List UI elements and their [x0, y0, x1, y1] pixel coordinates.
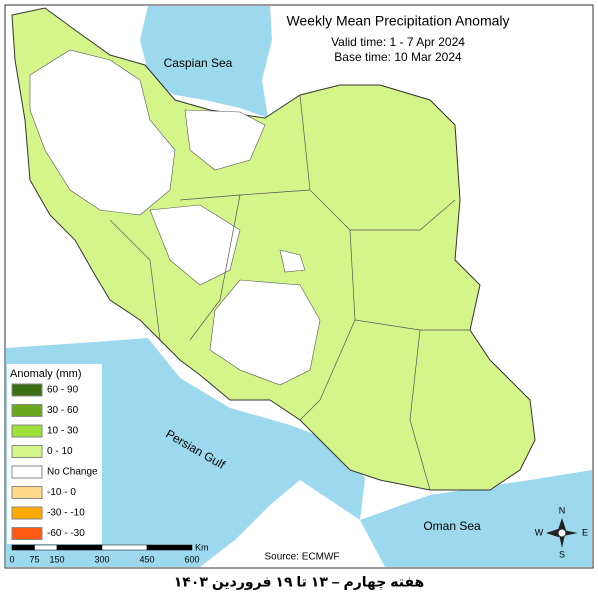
scale-unit: Km	[195, 542, 209, 552]
legend-swatch	[11, 445, 43, 458]
scale-label: 300	[94, 554, 109, 564]
sea-label: Caspian Sea	[164, 56, 233, 70]
scale-label: 75	[29, 554, 39, 564]
legend-swatch	[11, 527, 43, 540]
compass-label: W	[535, 527, 544, 537]
compass-label: N	[559, 505, 566, 515]
legend-label: 0 - 10	[47, 446, 73, 457]
scale-label: 0	[9, 554, 14, 564]
province-borders	[109, 94, 470, 491]
caspian-sea	[140, 6, 272, 118]
legend-swatch	[11, 424, 43, 438]
scale-segment	[56, 544, 103, 551]
compass-label: S	[559, 549, 565, 559]
legend-swatch	[11, 465, 43, 479]
legend-label: No Change	[47, 467, 98, 478]
scale-segment	[34, 544, 58, 551]
legend-label: -30 - -10	[47, 508, 85, 519]
legend-label: -60 - -30	[47, 528, 85, 539]
legend-label: 10 - 30	[47, 426, 79, 437]
oman-sea	[360, 470, 592, 567]
caption: هفته چهارم – ۱۳ تا ۱۹ فروردین ۱۴۰۳	[174, 574, 425, 591]
compass: N E S W	[535, 505, 588, 559]
legend-swatch	[11, 486, 43, 499]
scale-label: 450	[139, 554, 154, 564]
map-title: Weekly Mean Precipitation Anomaly	[286, 13, 509, 29]
legend-swatch	[11, 383, 43, 397]
scale-segment	[11, 544, 35, 551]
scale-label: 150	[49, 554, 64, 564]
legend-label: -10 - 0	[47, 487, 76, 498]
legend-swatch	[11, 404, 43, 417]
valid-time: Valid time: 1 - 7 Apr 2024	[331, 35, 465, 49]
base-time: Base time: 10 Mar 2024	[334, 50, 462, 64]
scale-label: 600	[184, 554, 199, 564]
sea-label: Oman Sea	[423, 519, 481, 533]
scale-segment	[146, 544, 193, 551]
compass-label: E	[582, 527, 588, 537]
legend-swatch	[11, 506, 43, 520]
source: Source: ECMWF	[264, 552, 339, 563]
legend-label: 60 - 90	[47, 385, 79, 396]
legend-title: Anomaly (mm)	[10, 368, 82, 380]
legend-label: 30 - 60	[47, 405, 79, 416]
no-change-areas	[29, 49, 321, 386]
scale-segment	[101, 544, 148, 551]
